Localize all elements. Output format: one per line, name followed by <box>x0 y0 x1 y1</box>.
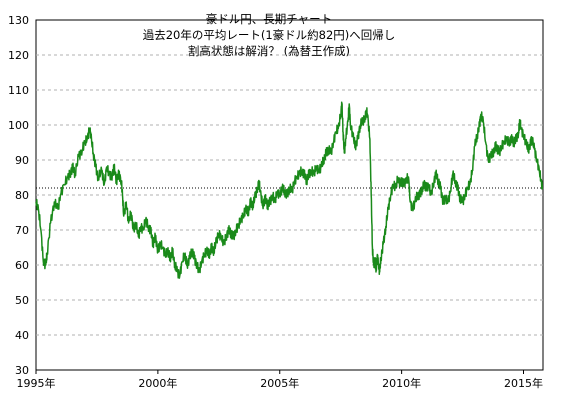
series-layer <box>35 101 544 279</box>
x-tick-label: 2010年 <box>382 376 421 390</box>
y-tick-label: 90 <box>15 154 29 167</box>
chart-title-line-2: 過去20年の平均レート(1豪ドル約82円)へ回帰し <box>143 28 396 42</box>
y-axis-tick-labels: 30 40 50 60 70 80 90 100 110 120 130 <box>8 14 29 377</box>
y-tick-label: 70 <box>15 224 29 237</box>
chart-title-line-1: 豪ドル円、長期チャート <box>206 12 332 26</box>
y-tick-label: 100 <box>8 119 29 132</box>
y-tick-label: 130 <box>8 14 29 27</box>
y-tick-label: 40 <box>15 329 29 342</box>
y-tick-label: 120 <box>8 49 29 62</box>
y-tick-label: 50 <box>15 294 29 307</box>
chart-title-line-3: 割高状態は解消？ (為替王作成) <box>188 44 350 58</box>
y-tick-label: 80 <box>15 189 29 202</box>
x-tick-label: 2015年 <box>504 376 543 390</box>
grid-lines <box>36 54 543 336</box>
x-axis-tick-labels: 1995年 2000年 2005年 2010年 2015年 <box>17 370 543 390</box>
x-tick-label: 2005年 <box>260 376 299 390</box>
y-tick-label: 60 <box>15 259 29 272</box>
series-line <box>35 101 544 279</box>
x-tick-label: 2000年 <box>138 376 177 390</box>
y-tick-label: 110 <box>8 84 29 97</box>
x-tick-label: 1995年 <box>17 376 56 390</box>
y-tick-label: 30 <box>15 364 29 377</box>
